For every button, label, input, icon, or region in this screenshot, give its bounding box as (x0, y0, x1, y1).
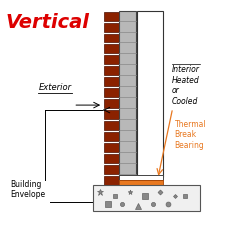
Text: Exterior: Exterior (39, 83, 72, 92)
Bar (93, 185, 199, 211)
Bar (104, 110, 119, 119)
Bar (104, 12, 119, 21)
Bar (104, 23, 119, 31)
Bar (119, 11, 136, 185)
Bar (104, 99, 119, 108)
Bar (104, 34, 119, 42)
Bar (104, 44, 119, 53)
Bar (119, 175, 163, 180)
Bar (104, 176, 119, 185)
Text: Building
Envelope: Building Envelope (11, 180, 46, 199)
Text: Vertical: Vertical (6, 13, 90, 32)
Bar (104, 165, 119, 174)
Bar (104, 66, 119, 75)
Bar (104, 121, 119, 130)
Text: Thermal
Break
Bearing: Thermal Break Bearing (175, 120, 206, 150)
Bar (104, 154, 119, 163)
Text: Interior
Heated
or
Cooled: Interior Heated or Cooled (172, 65, 200, 106)
Bar (119, 180, 163, 185)
Bar (104, 88, 119, 97)
Bar (104, 55, 119, 64)
Bar (104, 77, 119, 86)
Bar (137, 11, 163, 177)
Bar (104, 132, 119, 141)
Bar (104, 143, 119, 152)
